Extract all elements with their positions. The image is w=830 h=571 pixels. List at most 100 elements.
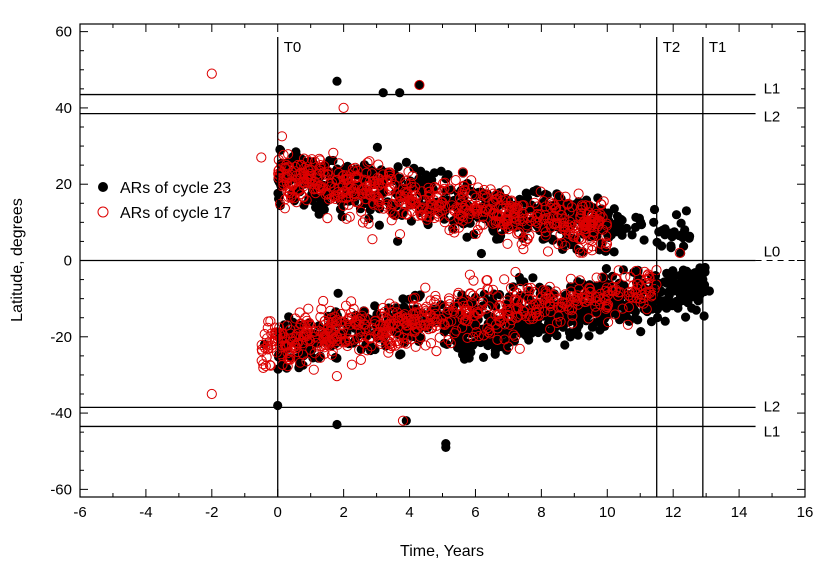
legend-label-cycle-17: ARs of cycle 17 xyxy=(120,205,231,222)
data-point-cycle-23 xyxy=(565,332,575,342)
data-point-cycle-17 xyxy=(641,274,652,285)
data-point-cycle-17 xyxy=(595,209,606,220)
data-point-cycle-17 xyxy=(364,156,375,167)
data-point-cycle-17 xyxy=(524,299,535,310)
x-tick-label: 2 xyxy=(339,504,347,521)
data-point-cycle-17 xyxy=(434,206,445,218)
data-point-cycle-17 xyxy=(265,360,276,371)
data-point-cycle-17 xyxy=(500,185,511,196)
data-point-cycle-17 xyxy=(584,283,596,294)
data-point-cycle-17 xyxy=(389,209,400,220)
data-point-cycle-17 xyxy=(308,364,319,375)
data-point-cycle-23 xyxy=(401,157,411,167)
data-point-cycle-17 xyxy=(383,319,394,330)
data-point-cycle-17 xyxy=(627,292,639,303)
data-point-cycle-17 xyxy=(610,309,621,320)
data-point-cycle-17 xyxy=(475,306,486,317)
data-point-cycle-17 xyxy=(470,205,482,216)
data-point-cycle-17 xyxy=(384,167,396,178)
data-point-cycle-17 xyxy=(297,338,308,349)
data-point-cycle-17 xyxy=(483,284,494,295)
data-point-cycle-17 xyxy=(433,211,444,222)
data-point-cycle-17 xyxy=(482,275,493,286)
y-axis-title: Latitude, degrees xyxy=(9,198,26,322)
data-point-cycle-23 xyxy=(609,247,619,257)
y-tick-label: 40 xyxy=(55,100,72,117)
data-point-cycle-23 xyxy=(372,142,382,152)
data-point-cycle-17 xyxy=(418,304,429,315)
data-point-cycle-17 xyxy=(507,202,518,213)
data-point-cycle-23 xyxy=(654,227,664,237)
data-point-cycle-17 xyxy=(351,319,362,330)
data-point-cycle-17 xyxy=(386,215,397,226)
data-point-cycle-17 xyxy=(318,295,329,307)
data-point-cycle-17 xyxy=(349,188,361,200)
data-point-cycle-17 xyxy=(576,208,587,219)
data-point-cycle-17 xyxy=(306,170,317,182)
data-point-cycle-17 xyxy=(625,271,636,282)
data-point-cycle-17 xyxy=(488,209,499,220)
data-point-cycle-17 xyxy=(354,344,365,355)
data-point-cycle-17 xyxy=(420,305,431,316)
data-point-cycle-17 xyxy=(278,149,289,160)
data-point-cycle-17 xyxy=(438,178,449,189)
data-point-cycle-17 xyxy=(570,295,581,306)
data-point-cycle-17 xyxy=(381,326,392,338)
data-point-cycle-17 xyxy=(473,331,484,342)
data-point-cycle-17 xyxy=(556,237,567,249)
data-point-cycle-23 xyxy=(315,199,325,209)
data-point-cycle-17 xyxy=(294,307,305,318)
data-point-cycle-17 xyxy=(401,313,412,324)
data-point-cycle-17 xyxy=(274,170,285,181)
data-point-cycle-17 xyxy=(559,214,570,225)
data-point-cycle-17 xyxy=(626,286,638,297)
data-point-cycle-17 xyxy=(424,191,435,202)
data-point-cycle-17 xyxy=(425,295,436,306)
data-point-cycle-17 xyxy=(402,188,413,199)
data-point-cycle-17 xyxy=(411,202,422,213)
data-point-cycle-23 xyxy=(649,217,659,227)
data-point-cycle-17 xyxy=(573,233,584,244)
data-point-cycle-17 xyxy=(343,192,354,203)
data-point-cycle-23 xyxy=(676,218,686,228)
data-point-cycle-17 xyxy=(501,299,512,310)
data-point-cycle-17 xyxy=(457,189,468,200)
data-point-cycle-17 xyxy=(373,159,384,170)
data-point-cycle-23 xyxy=(682,266,692,276)
data-point-cycle-17 xyxy=(451,325,462,336)
data-point-cycle-17 xyxy=(417,315,428,326)
data-point-cycle-17 xyxy=(366,341,377,352)
data-point-cycle-23 xyxy=(584,331,594,341)
data-point-cycle-17 xyxy=(386,181,397,193)
data-point-cycle-23 xyxy=(671,210,682,220)
data-point-cycle-17 xyxy=(340,300,352,311)
data-point-cycle-17 xyxy=(394,311,406,322)
data-point-cycle-17 xyxy=(457,167,468,178)
data-point-cycle-17 xyxy=(386,341,398,352)
data-point-cycle-17 xyxy=(439,217,450,228)
x-tick-label: 16 xyxy=(797,504,814,521)
data-point-cycle-17 xyxy=(639,266,650,277)
data-point-cycle-17 xyxy=(356,310,368,321)
data-point-cycle-17 xyxy=(416,186,427,197)
data-point-cycle-17 xyxy=(390,327,402,338)
data-point-cycle-17 xyxy=(437,185,448,196)
data-point-cycle-17 xyxy=(327,317,338,328)
data-point-cycle-17 xyxy=(573,188,584,199)
data-point-cycle-17 xyxy=(449,227,460,238)
data-point-cycle-17 xyxy=(266,342,277,353)
data-point-cycle-23 xyxy=(528,273,538,283)
data-point-cycle-17 xyxy=(401,324,412,335)
data-point-cycle-17 xyxy=(617,303,628,314)
data-point-cycle-17 xyxy=(401,209,412,220)
data-point-cycle-17 xyxy=(587,235,598,246)
data-point-cycle-17 xyxy=(431,183,442,194)
data-point-cycle-17 xyxy=(206,68,217,79)
data-point-cycle-17 xyxy=(586,210,598,221)
data-point-cycle-17 xyxy=(601,282,613,293)
data-point-cycle-17 xyxy=(326,317,337,329)
data-point-cycle-23 xyxy=(666,243,676,253)
data-point-cycle-17 xyxy=(317,328,328,339)
data-point-cycle-17 xyxy=(481,303,492,314)
data-point-cycle-23 xyxy=(429,168,439,178)
